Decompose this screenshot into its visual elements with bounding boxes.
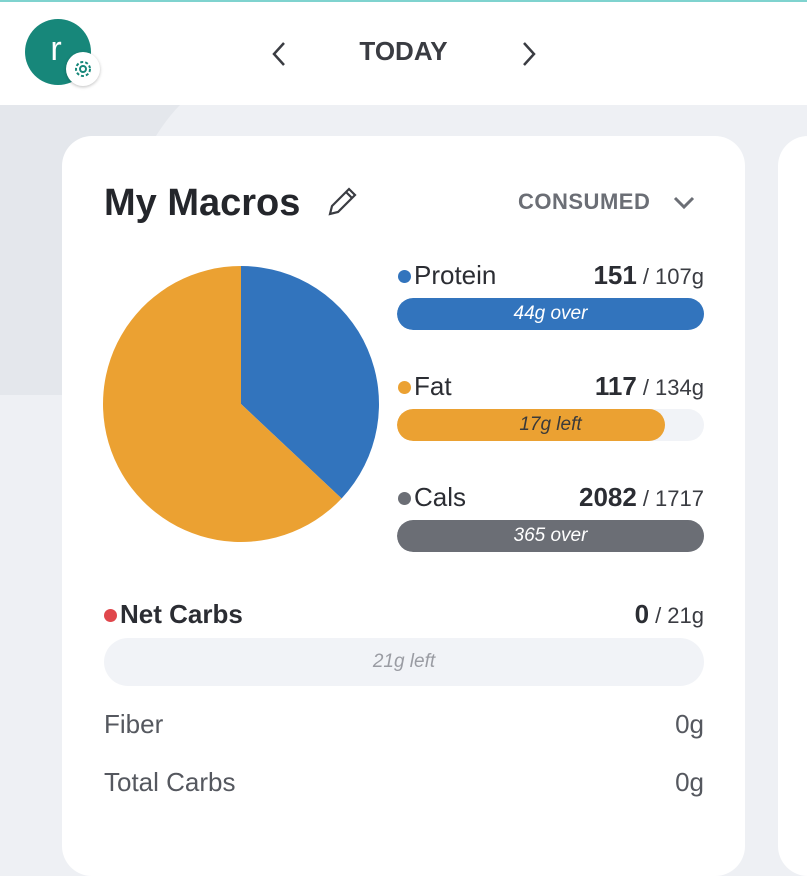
- consumed-value: 2082: [578, 482, 637, 512]
- date-title: TODAY: [359, 36, 448, 66]
- next-arrow[interactable]: [518, 40, 540, 68]
- card-title: My Macros: [104, 182, 301, 224]
- goal-value: / 1717: [642, 486, 704, 511]
- legend-dot: [104, 609, 117, 622]
- progress-status: 44g over: [513, 303, 588, 324]
- progress-fill: [397, 298, 704, 330]
- progress-fill: [397, 409, 666, 441]
- progress-track: 17g left: [397, 409, 704, 441]
- macro-amount: 2082/ 1717: [579, 482, 704, 513]
- macro-name: Net Carbs: [120, 599, 243, 629]
- detail-label: Fiber: [104, 709, 164, 739]
- prev-arrow[interactable]: [268, 40, 290, 68]
- macro-name: Fat: [414, 371, 452, 401]
- progress-status: 17g left: [519, 414, 582, 435]
- legend-dot: [398, 492, 411, 505]
- progress-track: 365 over: [397, 520, 704, 552]
- progress-status: 21g left: [372, 651, 436, 672]
- header: [0, 0, 807, 105]
- progress-track: 21g left: [104, 638, 704, 686]
- edit-icon[interactable]: [322, 184, 360, 222]
- legend-dot: [398, 381, 411, 394]
- legend-dot: [398, 270, 411, 283]
- detail-value: 0g: [675, 767, 704, 797]
- settings-icon[interactable]: [66, 52, 100, 86]
- macro-name: Protein: [414, 260, 497, 290]
- macro-name: Cals: [414, 482, 467, 512]
- dropdown-arrow[interactable]: [672, 193, 696, 213]
- progress-fill: [397, 520, 704, 552]
- pie-slice: [241, 266, 379, 499]
- goal-value: / 107g: [642, 264, 704, 289]
- goal-value: / 134g: [642, 375, 704, 400]
- consumed-value: 0: [634, 599, 650, 629]
- next-card: [778, 136, 807, 876]
- mode-select[interactable]: CONSUMED: [518, 189, 651, 214]
- macro-amount: 151/ 107g: [593, 260, 704, 291]
- macros-pie: [103, 266, 379, 542]
- macro-amount: 0/ 21g: [635, 599, 704, 630]
- progress-status: 365 over: [513, 525, 588, 546]
- pie-slice: [103, 266, 342, 542]
- consumed-value: 151: [593, 260, 637, 290]
- detail-label: Total Carbs: [104, 767, 236, 797]
- detail-value: 0g: [675, 709, 704, 739]
- goal-value: / 21g: [655, 603, 704, 628]
- consumed-value: 117: [594, 371, 637, 401]
- progress-track: 44g over: [397, 298, 704, 330]
- macro-amount: 117/ 134g: [595, 371, 704, 402]
